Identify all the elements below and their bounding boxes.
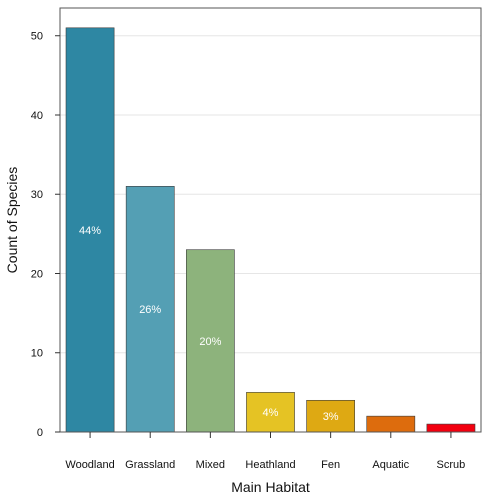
y-tick-label: 20: [31, 268, 43, 280]
bar-grassland: [125, 186, 175, 433]
bar-value-label: 44%: [79, 225, 101, 237]
y-tick-label: 50: [31, 31, 43, 43]
y-tick-label: 0: [37, 427, 43, 439]
y-tick-label: 30: [31, 189, 43, 201]
x-axis: Woodland Grassland Mixed Heathland Fen Aquati…: [65, 432, 465, 471]
bar-heathland: [246, 392, 295, 433]
bar-fen: [306, 399, 356, 433]
y-axis: 0 10 20 30 40 50: [31, 31, 60, 439]
x-axis-title: Main Habitat: [231, 479, 310, 495]
gridlines: [60, 35, 481, 433]
bar-aquatic: [366, 415, 416, 433]
bar-labels: 44% 26% 20% 4% 3%: [79, 225, 339, 423]
bar-value-label: 4%: [263, 407, 279, 419]
x-tick-label: Grassland: [125, 459, 175, 471]
y-axis-title: Count of Species: [4, 167, 20, 274]
x-tick-label: Aquatic: [372, 459, 409, 471]
y-tick-label: 10: [31, 348, 43, 360]
x-tick-label: Heathland: [245, 459, 295, 471]
bar-value-label: 20%: [199, 336, 221, 348]
x-tick-label: Mixed: [196, 459, 225, 471]
bar-mixed: [186, 249, 235, 433]
x-tick-label: Woodland: [65, 459, 114, 471]
bar-value-label: 3%: [323, 411, 339, 423]
bar-scrub: [426, 423, 476, 433]
bars: [65, 27, 476, 433]
bar-value-label: 26%: [139, 304, 161, 316]
y-tick-label: 40: [31, 110, 43, 122]
x-tick-label: Scrub: [437, 459, 466, 471]
plot-frame: [59, 7, 482, 433]
x-tick-label: Fen: [321, 459, 340, 471]
